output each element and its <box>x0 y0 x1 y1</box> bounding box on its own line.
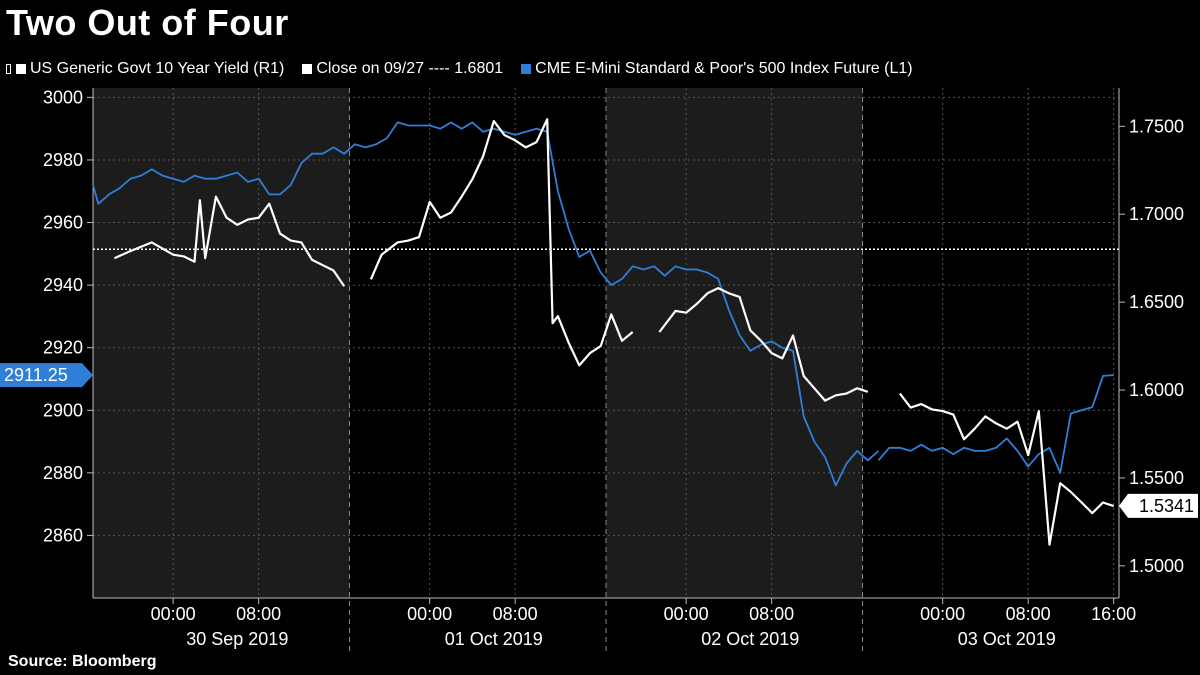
legend-swatch-white <box>302 64 313 74</box>
last-value-badge-right <box>1119 493 1198 518</box>
legend-item-spx[interactable]: CME E-Mini Standard & Poor's 500 Index F… <box>521 60 913 78</box>
left-tick-label: 2960 <box>43 213 83 233</box>
source-label: Source: Bloomberg <box>8 653 157 670</box>
right-tick-label: 1.7000 <box>1129 204 1184 224</box>
right-tick-label: 1.5000 <box>1129 556 1184 576</box>
legend: US Generic Govt 10 Year Yield (R1) Close… <box>6 60 913 78</box>
shaded-day-region <box>93 88 350 598</box>
x-date-label: 30 Sep 2019 <box>186 629 288 649</box>
legend-label-spx: CME E-Mini Standard & Poor's 500 Index F… <box>535 60 913 77</box>
x-tick-label: 00:00 <box>664 604 709 624</box>
right-tick-label: 1.5500 <box>1129 468 1184 488</box>
right-tick-label: 1.6500 <box>1129 292 1184 312</box>
x-tick-label: 00:00 <box>151 604 196 624</box>
legend-item-yield[interactable]: US Generic Govt 10 Year Yield (R1) <box>6 60 284 78</box>
x-date-label: 01 Oct 2019 <box>445 629 543 649</box>
right-tick-label: 1.7500 <box>1129 116 1184 136</box>
legend-swatch-blue <box>521 64 532 74</box>
x-date-label: 03 Oct 2019 <box>958 629 1056 649</box>
yield-series-line <box>369 118 634 367</box>
x-date-label: 02 Oct 2019 <box>701 629 799 649</box>
shaded-day-region <box>606 88 863 598</box>
right-tick-label: 1.6000 <box>1129 380 1184 400</box>
yield-series-line <box>658 287 869 402</box>
left-tick-label: 2920 <box>43 338 83 358</box>
legend-item-close[interactable]: Close on 09/27 ---- 1.6801 <box>302 60 503 78</box>
x-tick-label: 08:00 <box>493 604 538 624</box>
spx-series-line <box>877 374 1114 474</box>
x-tick-label: 16:00 <box>1091 604 1136 624</box>
legend-marker-icon <box>6 64 11 74</box>
left-tick-label: 2900 <box>43 400 83 420</box>
x-tick-label: 08:00 <box>1006 604 1051 624</box>
yield-series-line <box>899 392 1115 546</box>
left-tick-label: 2940 <box>43 275 83 295</box>
x-tick-label: 08:00 <box>749 604 794 624</box>
legend-label-yield: US Generic Govt 10 Year Yield (R1) <box>30 60 285 77</box>
spx-series-line <box>92 121 880 487</box>
yield-series-line <box>113 195 346 287</box>
legend-label-close: Close on 09/27 ---- 1.6801 <box>316 60 504 77</box>
left-tick-label: 2880 <box>43 463 83 483</box>
left-tick-label: 2980 <box>43 150 83 170</box>
x-tick-label: 08:00 <box>236 604 281 624</box>
last-value-label-left: 2911.25 <box>4 365 68 385</box>
x-tick-label: 00:00 <box>920 604 965 624</box>
left-tick-label: 3000 <box>43 87 83 107</box>
last-value-label-right: 1.5341 <box>1139 496 1194 516</box>
left-tick-label: 2860 <box>43 525 83 545</box>
x-tick-label: 00:00 <box>407 604 452 624</box>
last-value-badge-left <box>0 363 93 388</box>
chart-title: Two Out of Four <box>6 2 289 43</box>
legend-swatch-white <box>16 64 26 74</box>
